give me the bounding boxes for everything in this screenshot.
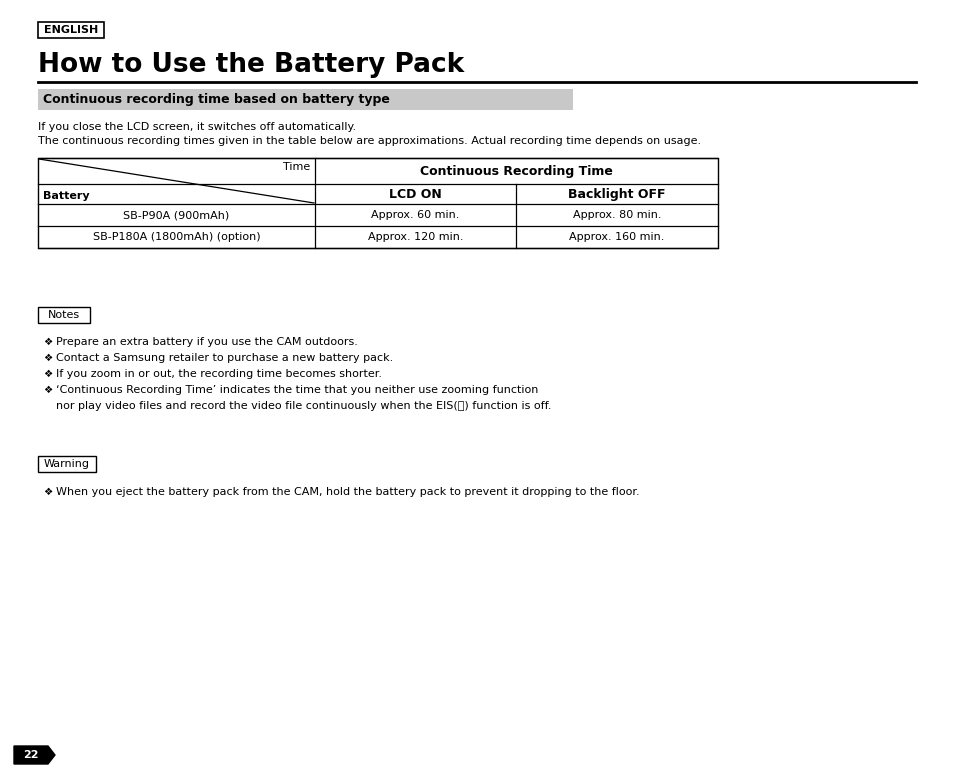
Text: If you close the LCD screen, it switches off automatically.: If you close the LCD screen, it switches… <box>38 122 355 132</box>
Text: If you zoom in or out, the recording time becomes shorter.: If you zoom in or out, the recording tim… <box>56 369 381 379</box>
Text: Approx. 80 min.: Approx. 80 min. <box>572 210 660 220</box>
Bar <box>38 307 90 323</box>
Text: How to Use the Battery Pack: How to Use the Battery Pack <box>38 52 464 78</box>
Bar <box>38 89 573 110</box>
Text: ENGLISH: ENGLISH <box>44 25 98 35</box>
Text: When you eject the battery pack from the CAM, hold the battery pack to prevent i: When you eject the battery pack from the… <box>56 487 639 497</box>
Text: ❖: ❖ <box>43 369 52 379</box>
Text: Approx. 160 min.: Approx. 160 min. <box>569 232 664 242</box>
Text: Continuous recording time based on battery type: Continuous recording time based on batte… <box>43 93 390 106</box>
Text: Approx. 60 min.: Approx. 60 min. <box>371 210 459 220</box>
Bar <box>38 158 718 248</box>
Bar <box>38 456 96 472</box>
Text: Approx. 120 min.: Approx. 120 min. <box>367 232 463 242</box>
Text: Battery: Battery <box>43 191 90 201</box>
Text: ❖: ❖ <box>43 385 52 395</box>
Text: nor play video files and record the video file continuously when the EIS(Ⓢ) func: nor play video files and record the vide… <box>56 401 551 411</box>
Text: Warning: Warning <box>44 459 90 469</box>
Text: ‘Continuous Recording Time’ indicates the time that you neither use zooming func: ‘Continuous Recording Time’ indicates th… <box>56 385 537 395</box>
Text: SB-P90A (900mAh): SB-P90A (900mAh) <box>123 210 230 220</box>
Text: 22: 22 <box>23 750 39 760</box>
Text: Prepare an extra battery if you use the CAM outdoors.: Prepare an extra battery if you use the … <box>56 337 357 347</box>
Text: Time: Time <box>282 162 310 172</box>
Text: Contact a Samsung retailer to purchase a new battery pack.: Contact a Samsung retailer to purchase a… <box>56 353 393 363</box>
Polygon shape <box>14 746 55 764</box>
Text: Continuous Recording Time: Continuous Recording Time <box>419 164 612 178</box>
Bar <box>38 22 104 38</box>
Text: The continuous recording times given in the table below are approximations. Actu: The continuous recording times given in … <box>38 136 700 146</box>
Text: ❖: ❖ <box>43 353 52 363</box>
Text: ❖: ❖ <box>43 487 52 497</box>
Text: ❖: ❖ <box>43 337 52 347</box>
Text: SB-P180A (1800mAh) (option): SB-P180A (1800mAh) (option) <box>92 232 260 242</box>
Text: Backlight OFF: Backlight OFF <box>568 188 665 200</box>
Text: Notes: Notes <box>48 310 80 320</box>
Text: LCD ON: LCD ON <box>389 188 441 200</box>
